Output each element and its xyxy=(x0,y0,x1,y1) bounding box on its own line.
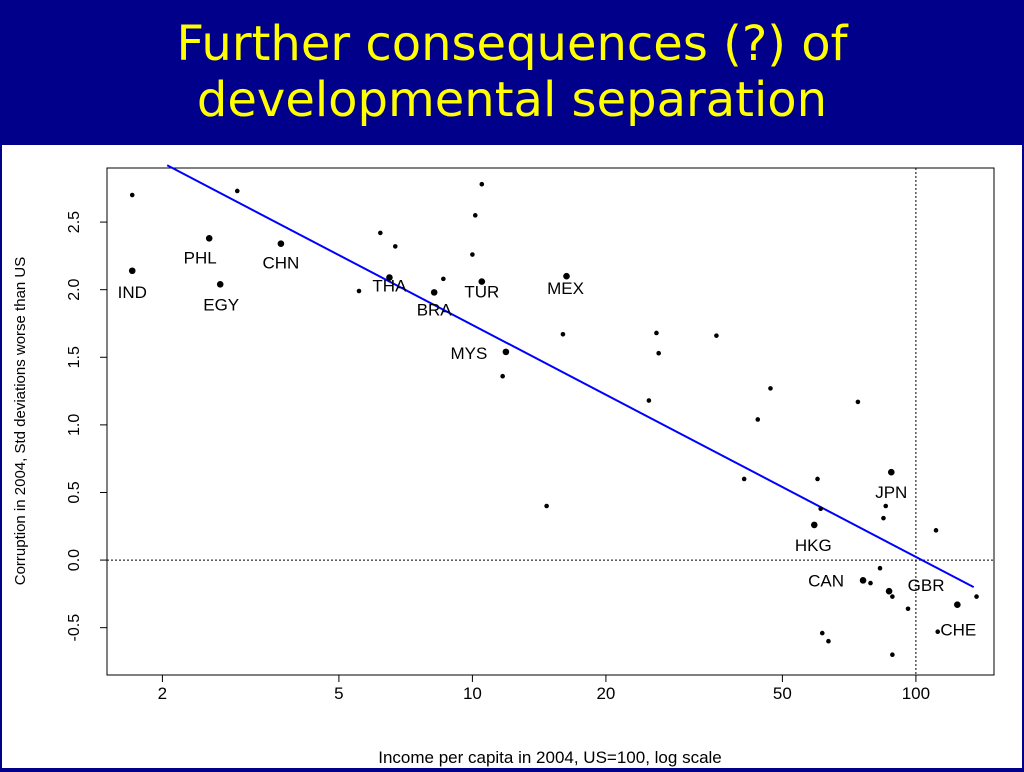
point-labels: IND PHL EGY CHN THA BRA TUR MEX MYS JPN HKG CAN GBR C… xyxy=(118,248,977,639)
y-tick-label: 0.0 xyxy=(66,549,83,571)
data-point xyxy=(470,252,475,257)
data-point-phl xyxy=(205,235,213,242)
point-label-jpn: JPN xyxy=(875,483,907,502)
data-point xyxy=(815,476,820,482)
data-point xyxy=(654,330,659,336)
data-point xyxy=(500,373,505,379)
data-point xyxy=(905,606,911,612)
data-point-chn xyxy=(277,240,285,248)
point-label-bra: BRA xyxy=(417,300,453,319)
data-point xyxy=(646,398,652,403)
data-point xyxy=(826,638,831,644)
point-label-phl: PHL xyxy=(184,248,217,267)
x-axis: 2 5 10 20 50 100 xyxy=(158,675,930,703)
data-point-tur xyxy=(478,278,486,285)
point-label-ind: IND xyxy=(118,283,147,302)
y-tick-label: 0.5 xyxy=(66,481,83,503)
data-point-bra xyxy=(430,289,438,296)
data-point xyxy=(234,188,240,194)
point-label-chn: CHN xyxy=(262,254,299,273)
point-label-che: CHE xyxy=(940,621,976,640)
data-point-egy xyxy=(216,280,224,288)
y-tick-label: 2.0 xyxy=(66,278,83,300)
x-tick-label: 10 xyxy=(463,684,482,703)
x-tick-label: 50 xyxy=(773,684,792,703)
data-point-hkg xyxy=(810,521,818,529)
data-point-can xyxy=(859,577,867,584)
point-label-hkg: HKG xyxy=(795,536,832,555)
point-label-egy: EGY xyxy=(203,295,239,314)
data-point xyxy=(356,288,362,294)
data-point-gbr xyxy=(885,587,893,595)
y-axis: -0.5 0.0 0.5 1.0 1.5 2.0 2.5 xyxy=(66,211,107,642)
plot-frame xyxy=(106,167,995,676)
point-label-tur: TUR xyxy=(464,283,499,302)
data-point xyxy=(479,181,485,187)
point-label-gbr: GBR xyxy=(908,576,945,595)
data-point-mex xyxy=(563,272,570,280)
data-point xyxy=(544,503,549,509)
data-point xyxy=(974,594,979,599)
x-tick-label: 5 xyxy=(334,684,343,703)
data-point xyxy=(890,652,895,658)
y-tick-label: 1.5 xyxy=(66,346,83,368)
reference-lines xyxy=(107,168,994,675)
data-point xyxy=(378,230,383,236)
data-point xyxy=(855,399,861,405)
regression-line xyxy=(166,164,975,589)
point-label-tha: THA xyxy=(372,277,407,296)
data-point xyxy=(129,192,135,198)
x-axis-label: Income per capita in 2004, US=100, log s… xyxy=(378,748,722,767)
data-point xyxy=(877,565,883,571)
data-points xyxy=(128,181,979,658)
plot-area: 2 5 10 20 50 100 -0.5 0.0 0.5 1.0 1.5 2.0 2.5 IND PH… xyxy=(2,145,1022,768)
data-point-tha xyxy=(386,274,393,281)
data-point xyxy=(818,506,823,512)
point-label-mex: MEX xyxy=(547,279,584,298)
data-point xyxy=(933,528,939,533)
data-point xyxy=(472,213,478,218)
data-point xyxy=(714,333,719,338)
data-point xyxy=(868,580,873,586)
scatter-chart: 2 5 10 20 50 100 -0.5 0.0 0.5 1.0 1.5 2.0 2.5 IND PH… xyxy=(12,164,995,767)
y-axis-label: Corruption in 2004, Std deviations worse… xyxy=(12,257,29,586)
data-point xyxy=(890,594,895,599)
x-tick-label: 20 xyxy=(596,684,615,703)
data-point xyxy=(392,244,398,249)
data-point xyxy=(755,417,761,422)
regression-line-group xyxy=(166,164,975,589)
data-point xyxy=(883,503,889,509)
data-point xyxy=(768,386,773,391)
data-point xyxy=(819,630,825,636)
data-point xyxy=(560,331,566,337)
point-label-can: CAN xyxy=(808,571,844,590)
data-point xyxy=(881,515,886,521)
data-point xyxy=(441,276,446,282)
y-tick-label: 2.5 xyxy=(66,211,83,233)
slide-title: Further consequences (?) of developmenta… xyxy=(176,15,848,128)
data-point xyxy=(935,629,941,635)
point-label-mys: MYS xyxy=(450,344,487,363)
data-point xyxy=(656,350,661,356)
slide-header: Further consequences (?) of developmenta… xyxy=(0,0,1024,143)
y-tick-label: -0.5 xyxy=(66,614,83,642)
data-point xyxy=(741,476,747,482)
data-point-che xyxy=(954,601,961,608)
x-tick-label: 100 xyxy=(902,684,930,703)
data-point-mys xyxy=(502,348,510,356)
x-tick-label: 2 xyxy=(158,684,167,703)
y-tick-label: 1.0 xyxy=(66,414,83,436)
data-point-jpn xyxy=(887,468,895,476)
data-point-ind xyxy=(128,267,136,275)
